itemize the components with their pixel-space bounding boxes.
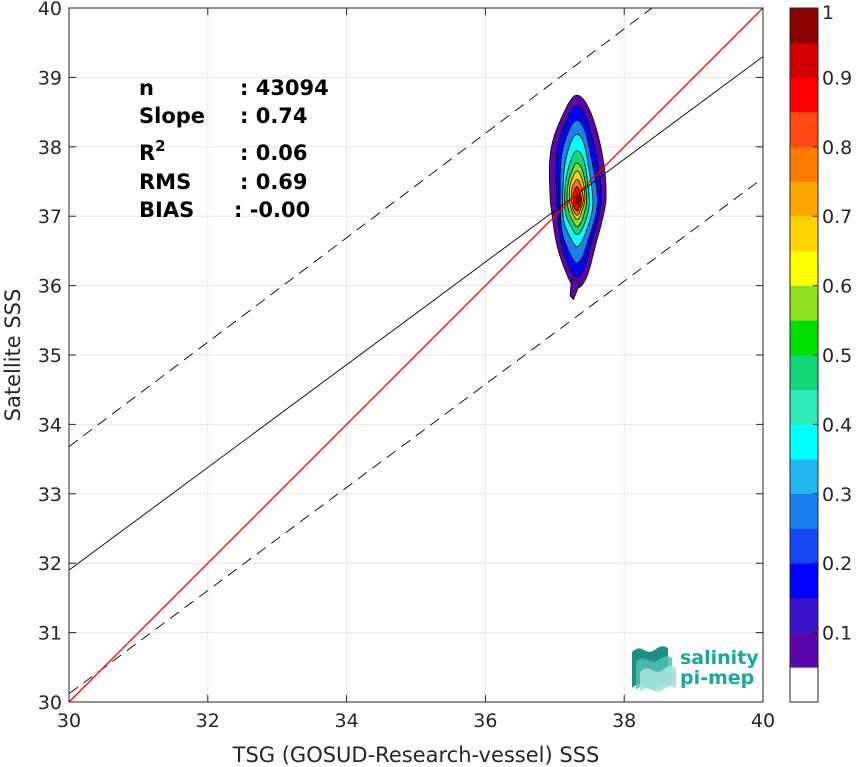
colorbar-bin — [790, 181, 818, 217]
logo-wave-icon — [632, 646, 676, 692]
y-tick-label: 35 — [38, 345, 62, 367]
colorbar-tick-label: 0.8 — [822, 137, 852, 159]
density-contour-tail — [569, 278, 582, 301]
x-tick-label: 32 — [196, 710, 220, 732]
colorbar-bin — [790, 528, 818, 564]
colorbar-tick-label: 0.1 — [822, 623, 852, 645]
y-tick-label: 31 — [38, 623, 62, 645]
colorbar-tick-label: 1 — [822, 2, 834, 24]
logo-text-line2: pi-mep — [680, 667, 754, 689]
colorbar-tick-label: 0.2 — [822, 553, 852, 575]
colorbar-tick-label: 0.6 — [822, 276, 852, 298]
upper-band-line — [68, 7, 653, 447]
y-tick-label: 39 — [38, 67, 62, 89]
colorbar-bin — [790, 459, 818, 495]
x-axis-label: TSG (GOSUD-Research-vessel) SSS — [232, 743, 600, 767]
y-tick-label: 33 — [38, 484, 62, 506]
colorbar-bin — [790, 320, 818, 356]
x-tick-label: 40 — [751, 710, 775, 732]
identity-line — [68, 7, 764, 703]
colorbar: 0.1 0.2 0.3 0.4 0.5 0.6 0.7 0.8 0.9 1 — [789, 2, 852, 703]
stat-label: n — [139, 76, 154, 100]
colorbar-bin — [790, 632, 818, 668]
colorbar-tick-label: 0.4 — [822, 414, 852, 436]
colorbar-bin — [790, 597, 818, 633]
colorbar-bin — [790, 493, 818, 529]
colorbar-tick-label: 0.9 — [822, 67, 852, 89]
colorbar-bin — [790, 667, 818, 703]
y-tick-label: 37 — [38, 206, 62, 228]
colorbar-bin — [790, 77, 818, 113]
x-tick-label: 36 — [473, 710, 497, 732]
colorbar-bin — [790, 285, 818, 321]
fit-line — [68, 56, 764, 571]
colorbar-tick-label: 0.3 — [822, 484, 852, 506]
stat-value: : 43094 — [240, 76, 329, 100]
colorbar-bin — [790, 424, 818, 460]
y-tick-label: 38 — [38, 137, 62, 159]
stat-value: : 0.69 — [240, 170, 308, 194]
reference-lines — [68, 7, 764, 703]
colorbar-tick-label: 0.5 — [822, 345, 852, 367]
stat-label: BIAS — [139, 198, 194, 222]
stat-label: Slope — [139, 104, 205, 128]
y-axis-label: Satellite SSS — [1, 289, 25, 422]
x-axis-ticks: 30 32 34 36 38 40 — [57, 8, 775, 732]
x-tick-label: 38 — [612, 710, 636, 732]
x-tick-label: 34 — [335, 710, 359, 732]
y-tick-label: 40 — [38, 0, 62, 20]
colorbar-bin — [790, 355, 818, 390]
y-tick-label: 36 — [38, 276, 62, 298]
y-axis-ticks: 30 31 32 33 34 35 36 37 38 39 40 — [38, 0, 763, 714]
y-tick-label: 34 — [38, 414, 62, 436]
colorbar-bin — [790, 563, 818, 599]
y-tick-label: 32 — [38, 553, 62, 575]
stat-value: : 0.74 — [240, 104, 308, 128]
colorbar-bin — [790, 146, 818, 182]
colorbar-bin — [790, 112, 818, 148]
colorbar-tick-label: 0.7 — [822, 206, 852, 228]
density-contour — [575, 191, 581, 205]
lower-band-line — [68, 177, 764, 695]
colorbar-bin — [790, 389, 818, 425]
colorbar-bin — [790, 42, 818, 78]
logo-text-line1: salinity — [680, 647, 759, 669]
y-tick-label: 30 — [38, 692, 62, 714]
stat-value: : 0.06 — [240, 141, 308, 165]
stat-value: : -0.00 — [234, 198, 310, 222]
stat-label-superscript: 2 — [155, 137, 165, 155]
x-tick-label: 30 — [57, 710, 81, 732]
stat-label: RMS — [139, 170, 191, 194]
colorbar-bin — [790, 250, 818, 286]
grid — [68, 7, 764, 703]
colorbar-bin — [790, 216, 818, 252]
colorbar-bin — [790, 8, 818, 43]
salinity-pi-mep-logo: salinity pi-mep — [632, 646, 759, 692]
